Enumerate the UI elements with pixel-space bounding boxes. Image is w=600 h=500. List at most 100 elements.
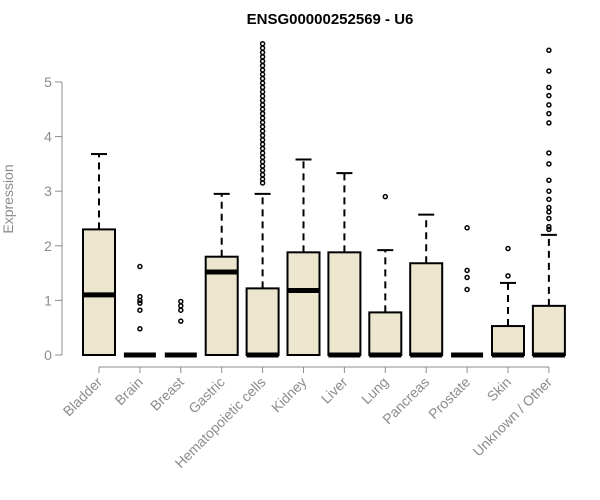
box-brain xyxy=(123,263,156,358)
x-tick-label: Lung xyxy=(358,374,391,407)
outlier-point xyxy=(546,84,552,91)
outlier-point xyxy=(137,263,143,270)
box-rect xyxy=(327,251,362,356)
outlier-point xyxy=(259,84,266,91)
outlier-point xyxy=(546,215,552,222)
box-kidney xyxy=(286,158,321,356)
outlier-point xyxy=(259,75,266,82)
box-rect xyxy=(409,262,444,356)
outlier-point xyxy=(259,123,266,130)
box-rect xyxy=(82,228,116,356)
outlier-point xyxy=(259,62,266,69)
outlier-point xyxy=(259,67,266,73)
outlier-point xyxy=(259,154,266,161)
x-tick-label: Liver xyxy=(318,374,351,407)
outlier-point xyxy=(178,307,184,313)
outlier-point xyxy=(259,137,266,143)
y-tick-label: 4 xyxy=(44,129,52,145)
outlier-point xyxy=(546,47,552,54)
outlier-point xyxy=(546,68,552,74)
outlier-point xyxy=(546,150,552,156)
x-tick-label: Prostate xyxy=(425,374,473,422)
outlier-point xyxy=(259,80,266,86)
outlier-point xyxy=(137,307,143,313)
outlier-point xyxy=(259,49,266,56)
outlier-point xyxy=(259,102,266,108)
outlier-point xyxy=(259,110,266,117)
box-rect xyxy=(531,304,566,356)
box-hematopoietic-cells xyxy=(245,40,280,358)
x-tick-label: Skin xyxy=(484,374,515,405)
outlier-point xyxy=(259,89,266,95)
box-pancreas xyxy=(409,213,444,358)
x-tick-label: Bladder xyxy=(60,374,106,420)
outlier-point xyxy=(259,172,266,178)
x-tick-label: Kidney xyxy=(268,374,310,416)
box-gastric xyxy=(204,192,239,356)
outlier-point xyxy=(259,71,266,78)
outlier-point xyxy=(259,106,266,113)
box-breast xyxy=(164,298,197,358)
box-rect xyxy=(286,251,321,356)
outlier-point xyxy=(259,40,266,47)
outlier-point xyxy=(546,177,552,184)
outlier-point xyxy=(137,300,143,306)
outlier-point xyxy=(546,223,552,230)
outlier-point xyxy=(259,128,266,134)
box-bladder xyxy=(82,153,116,356)
x-tick-label: Brain xyxy=(112,374,146,408)
outlier-point xyxy=(259,45,266,51)
outlier-point xyxy=(505,273,511,279)
outlier-point xyxy=(178,303,184,309)
box-lung xyxy=(368,193,403,358)
x-tick-label: Breast xyxy=(147,374,187,414)
y-axis-label: Expression xyxy=(0,164,16,233)
outlier-point xyxy=(259,54,266,60)
outlier-point xyxy=(137,297,143,304)
outlier-point xyxy=(464,225,470,231)
outlier-point xyxy=(259,93,266,99)
box-unknown-other xyxy=(531,47,566,358)
outlier-point xyxy=(546,188,552,194)
outlier-point xyxy=(464,274,470,281)
boxes-layer xyxy=(82,40,566,358)
chart-title: ENSG00000252569 - U6 xyxy=(247,11,414,28)
outlier-point xyxy=(382,193,389,200)
outlier-point xyxy=(259,176,266,182)
outlier-point xyxy=(546,161,552,167)
box-rect xyxy=(245,287,280,356)
outlier-point xyxy=(178,298,184,305)
box-rect xyxy=(491,325,525,357)
y-axis: 0 1 2 3 4 5 xyxy=(44,74,63,363)
box-liver xyxy=(327,172,362,358)
y-tick-label: 0 xyxy=(44,347,52,363)
box-skin xyxy=(491,245,525,358)
outlier-point xyxy=(546,102,552,108)
outlier-point xyxy=(259,115,266,121)
outlier-point xyxy=(259,150,266,156)
outlier-point xyxy=(546,110,552,117)
y-tick-label: 2 xyxy=(44,238,52,254)
outlier-point xyxy=(546,209,552,215)
outlier-point xyxy=(259,163,266,169)
outlier-point xyxy=(259,132,266,139)
outlier-point xyxy=(259,167,266,174)
outlier-point xyxy=(259,119,266,126)
outlier-point xyxy=(178,318,184,324)
outlier-point xyxy=(546,120,552,126)
y-tick-label: 5 xyxy=(44,74,52,90)
box-prostate xyxy=(451,225,484,358)
outlier-point xyxy=(137,326,143,332)
outlier-point xyxy=(505,245,511,252)
outlier-point xyxy=(259,145,266,152)
outlier-point xyxy=(259,58,266,64)
box-rect xyxy=(368,311,403,356)
y-tick-label: 1 xyxy=(44,292,52,308)
outlier-point xyxy=(464,286,470,293)
y-tick-label: 3 xyxy=(44,183,52,199)
outlier-point xyxy=(546,196,552,203)
outlier-point xyxy=(464,267,470,274)
outlier-point xyxy=(259,141,266,147)
